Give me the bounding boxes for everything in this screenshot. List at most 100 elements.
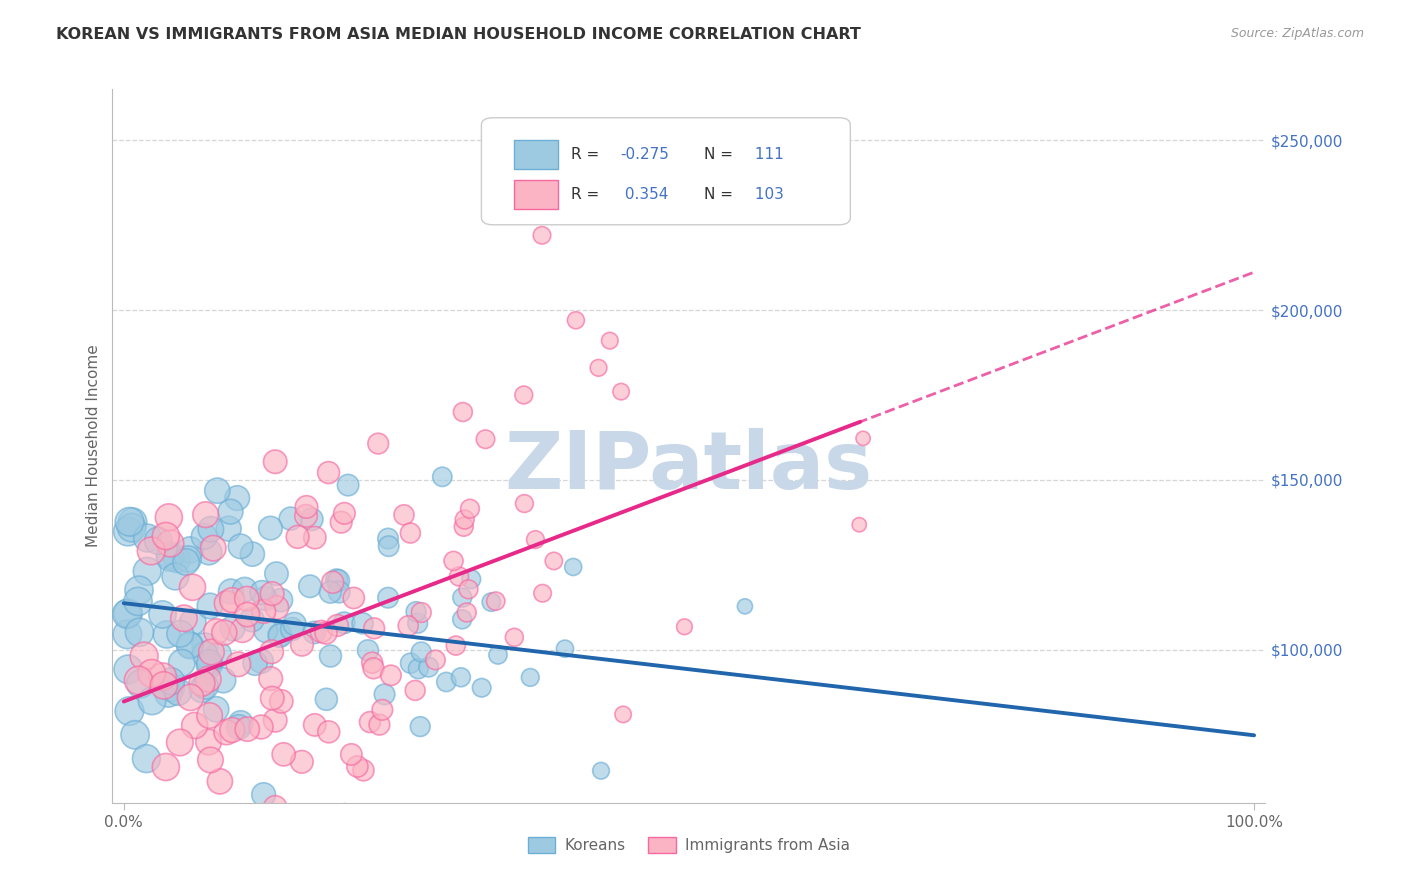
Point <box>451 612 474 626</box>
Point <box>454 512 477 526</box>
Point <box>141 694 163 708</box>
Point <box>589 764 612 778</box>
Point <box>197 735 219 749</box>
Point <box>181 580 204 594</box>
Point <box>399 656 422 670</box>
Point <box>330 515 353 529</box>
Point <box>165 569 187 583</box>
Point <box>326 618 349 632</box>
Point <box>673 620 696 634</box>
Point <box>124 728 146 742</box>
Point <box>513 388 536 402</box>
Point <box>392 508 415 522</box>
Point <box>128 625 150 640</box>
Point <box>411 645 433 659</box>
Point <box>451 405 474 419</box>
Point <box>226 491 249 505</box>
Point <box>197 672 219 686</box>
Point <box>194 639 217 653</box>
Point <box>202 541 225 556</box>
Text: 111: 111 <box>749 147 783 162</box>
Point <box>194 648 217 662</box>
Point <box>260 672 283 686</box>
Point <box>291 755 314 769</box>
Point <box>236 607 259 622</box>
Point <box>169 735 191 749</box>
Point <box>444 639 467 653</box>
Point <box>311 624 333 639</box>
Point <box>179 638 201 652</box>
Point <box>148 533 170 548</box>
Point <box>152 669 174 683</box>
Point <box>269 628 291 642</box>
Point <box>270 694 292 708</box>
Point <box>262 586 284 600</box>
Point <box>118 515 141 529</box>
Point <box>229 716 252 731</box>
Point <box>485 594 508 608</box>
Point <box>198 599 221 613</box>
Point <box>588 360 610 375</box>
Point <box>179 639 201 653</box>
Point <box>173 611 195 625</box>
Point <box>408 662 430 676</box>
Point <box>198 658 221 673</box>
Point <box>215 596 238 610</box>
FancyBboxPatch shape <box>513 140 558 169</box>
Point <box>280 511 302 525</box>
Point <box>191 682 214 697</box>
Point <box>434 675 457 690</box>
Point <box>152 607 174 622</box>
Point <box>269 629 291 643</box>
Point <box>406 616 429 631</box>
Point <box>304 718 326 732</box>
Point <box>460 572 482 586</box>
Point <box>456 606 478 620</box>
Point <box>219 505 242 519</box>
Point <box>319 585 342 599</box>
Point <box>121 521 143 535</box>
Point <box>325 573 347 587</box>
Point <box>287 530 309 544</box>
Point <box>200 522 222 536</box>
Point <box>399 526 422 541</box>
Point <box>315 626 337 640</box>
Point <box>457 582 479 597</box>
Point <box>176 818 198 832</box>
FancyBboxPatch shape <box>481 118 851 225</box>
Point <box>328 585 350 599</box>
Point <box>425 653 447 667</box>
Point <box>260 645 283 659</box>
Point <box>361 656 384 670</box>
Point <box>228 657 250 672</box>
Text: R =: R = <box>571 147 605 162</box>
Point <box>304 625 326 640</box>
Point <box>155 529 177 543</box>
Point <box>166 552 188 566</box>
Point <box>200 645 222 659</box>
Point <box>221 593 243 607</box>
Point <box>295 508 318 523</box>
Point <box>127 594 149 608</box>
Point <box>193 529 215 543</box>
FancyBboxPatch shape <box>513 179 558 210</box>
Point <box>266 600 288 615</box>
Point <box>128 583 150 598</box>
Point <box>253 604 276 618</box>
Point <box>519 670 541 684</box>
Point <box>418 660 440 674</box>
Point <box>524 533 547 547</box>
Point <box>554 641 576 656</box>
Point <box>396 619 419 633</box>
Point <box>328 574 350 588</box>
Point <box>363 661 385 675</box>
Point <box>346 759 368 773</box>
Point <box>118 704 141 718</box>
Text: ZIPatlas: ZIPatlas <box>505 428 873 507</box>
Point <box>353 764 375 778</box>
Point <box>167 685 190 699</box>
Point <box>458 501 481 516</box>
Point <box>219 584 242 599</box>
Point <box>252 788 274 802</box>
Text: N =: N = <box>704 147 738 162</box>
